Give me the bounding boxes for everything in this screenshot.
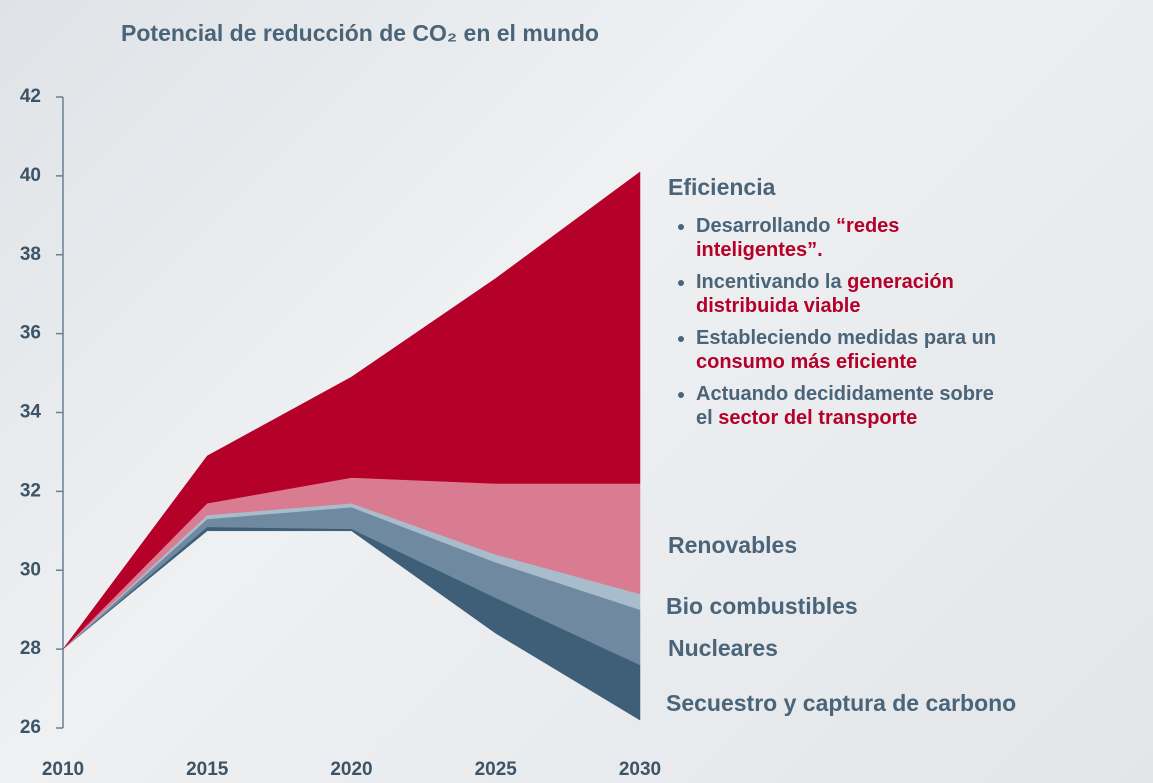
legend-label: Renovables [668, 532, 798, 558]
bullet-highlight: “redes inteligentes”. [696, 215, 900, 261]
legend-label: Secuestro y captura de carbono [666, 690, 1017, 716]
bullet-text: Desarrollando [696, 215, 837, 237]
bullet-highlight: consumo más eficiente [696, 351, 918, 373]
area [62, 171, 641, 650]
x-tick-label: 2015 [186, 759, 229, 780]
bullet-text: Incentivando la [696, 271, 848, 293]
bullet-text: Actuando decididamente sobre el [696, 383, 994, 429]
y-tick-label: 42 [20, 86, 41, 107]
y-tick-label: 30 [20, 559, 41, 580]
y-tick-label: 36 [20, 323, 41, 344]
bullet-highlight: generación distribuida viable [696, 271, 954, 317]
y-tick-label: 32 [20, 480, 41, 501]
y-tick-label: 38 [20, 244, 41, 265]
y-tick-label: 40 [20, 165, 41, 186]
bullet: Actuando decididamente sobre el sector d… [696, 382, 1016, 430]
x-tick-label: 2020 [330, 759, 372, 780]
bullet-highlight: sector del transporte [718, 407, 918, 429]
bullet-list: Desarrollando “redes inteligentes”. Incen… [672, 214, 1016, 438]
bullet: Incentivando la generación distribuida v… [696, 270, 1016, 318]
legend-label: Eficiencia [668, 174, 776, 200]
x-tick-label: 2010 [42, 759, 84, 780]
bullet: Desarrollando “redes inteligentes”. [696, 214, 1016, 262]
y-tick-label: 28 [20, 638, 41, 659]
y-tick-label: 26 [20, 717, 41, 738]
legend-label: Bio combustibles [666, 593, 858, 619]
x-tick-label: 2030 [619, 759, 661, 780]
chart-title: Potencial de reducción de CO₂ en el mund… [121, 20, 599, 46]
bullet-text: Estableciendo medidas para un [696, 327, 997, 349]
x-tick-label: 2025 [475, 759, 518, 780]
legend-label: Nucleares [668, 635, 778, 661]
y-tick-label: 34 [20, 402, 42, 423]
bullet: Estableciendo medidas para un consumo má… [696, 326, 1016, 374]
